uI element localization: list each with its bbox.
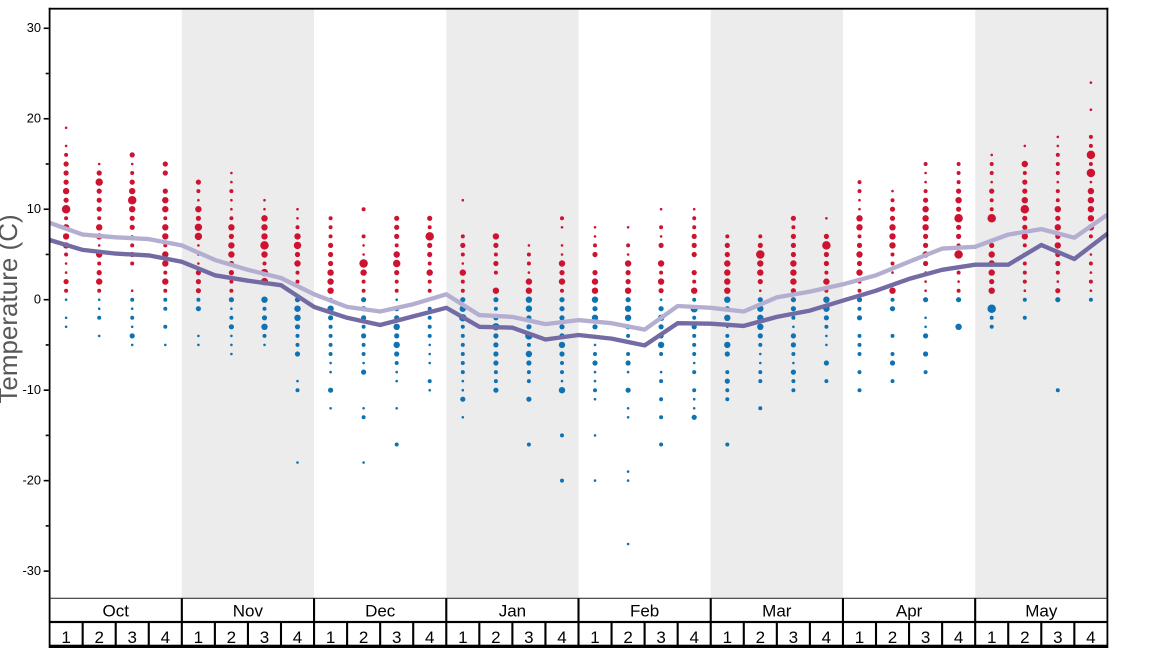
svg-text:Mar: Mar bbox=[762, 602, 792, 621]
svg-text:20: 20 bbox=[27, 111, 41, 126]
svg-text:Apr: Apr bbox=[896, 602, 923, 621]
svg-text:2: 2 bbox=[491, 628, 500, 647]
svg-text:3: 3 bbox=[127, 628, 136, 647]
svg-text:Feb: Feb bbox=[630, 602, 659, 621]
svg-text:2: 2 bbox=[756, 628, 765, 647]
svg-text:3: 3 bbox=[921, 628, 930, 647]
svg-text:4: 4 bbox=[161, 628, 170, 647]
svg-text:1: 1 bbox=[855, 628, 864, 647]
svg-text:Temperature (C): Temperature (C) bbox=[0, 214, 23, 403]
svg-text:4: 4 bbox=[1086, 628, 1095, 647]
svg-text:Nov: Nov bbox=[233, 602, 264, 621]
svg-text:1: 1 bbox=[458, 628, 467, 647]
svg-text:2: 2 bbox=[94, 628, 103, 647]
svg-text:4: 4 bbox=[293, 628, 302, 647]
svg-text:4: 4 bbox=[425, 628, 434, 647]
svg-text:3: 3 bbox=[656, 628, 665, 647]
svg-text:-30: -30 bbox=[23, 563, 42, 578]
svg-text:1: 1 bbox=[61, 628, 70, 647]
svg-text:3: 3 bbox=[1053, 628, 1062, 647]
svg-text:3: 3 bbox=[524, 628, 533, 647]
svg-text:4: 4 bbox=[689, 628, 698, 647]
svg-text:10: 10 bbox=[27, 201, 41, 216]
svg-text:4: 4 bbox=[822, 628, 831, 647]
svg-text:1: 1 bbox=[194, 628, 203, 647]
svg-text:May: May bbox=[1025, 602, 1058, 621]
svg-text:2: 2 bbox=[888, 628, 897, 647]
svg-text:-20: -20 bbox=[23, 472, 42, 487]
svg-text:-10: -10 bbox=[23, 382, 42, 397]
svg-text:Dec: Dec bbox=[365, 602, 396, 621]
svg-text:1: 1 bbox=[723, 628, 732, 647]
svg-text:4: 4 bbox=[557, 628, 566, 647]
svg-text:2: 2 bbox=[1020, 628, 1029, 647]
svg-text:0: 0 bbox=[34, 292, 41, 307]
svg-text:2: 2 bbox=[227, 628, 236, 647]
svg-text:3: 3 bbox=[789, 628, 798, 647]
svg-text:1: 1 bbox=[326, 628, 335, 647]
svg-text:4: 4 bbox=[954, 628, 963, 647]
svg-text:3: 3 bbox=[392, 628, 401, 647]
svg-text:30: 30 bbox=[27, 20, 41, 35]
svg-text:Jan: Jan bbox=[499, 602, 526, 621]
svg-text:3: 3 bbox=[260, 628, 269, 647]
svg-text:Oct: Oct bbox=[102, 602, 129, 621]
svg-text:2: 2 bbox=[623, 628, 632, 647]
svg-text:2: 2 bbox=[359, 628, 368, 647]
svg-text:1: 1 bbox=[987, 628, 996, 647]
svg-text:1: 1 bbox=[590, 628, 599, 647]
